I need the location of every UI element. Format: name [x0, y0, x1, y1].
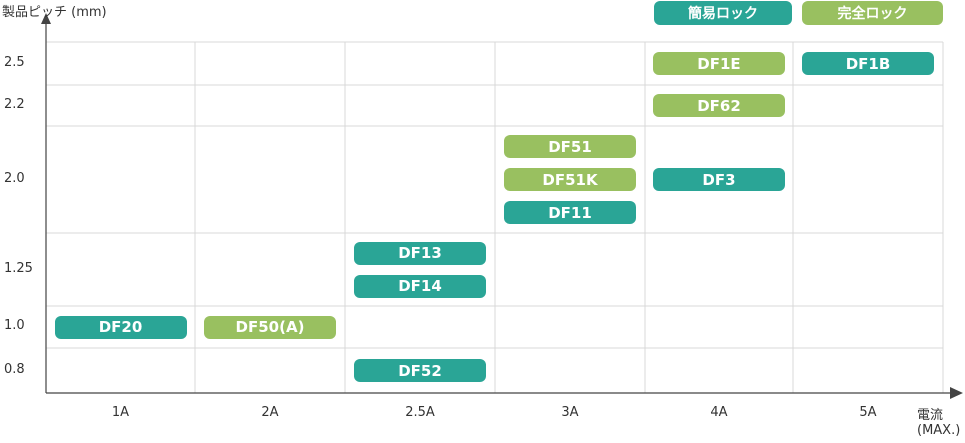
x-tick-label: 3A	[561, 405, 579, 420]
y-tick-label: 1.0	[4, 318, 25, 333]
product-pill: DF20	[54, 315, 187, 339]
x-tick-label: 5A	[859, 405, 877, 420]
y-axis-title: 製品ピッチ (mm)	[2, 5, 107, 20]
product-pill: DF50(A)	[204, 315, 336, 339]
y-tick-label: 2.0	[4, 170, 25, 186]
y-axis-arrow-icon	[41, 13, 51, 24]
product-pill: DF62	[653, 94, 785, 117]
x-axis-title: 電流	[917, 408, 944, 423]
x-axis-unit: (MAX.)	[917, 423, 961, 438]
product-pill: DF11	[504, 201, 636, 224]
x-tick-label: 1A	[111, 405, 130, 420]
x-tick-label: 2.5A	[405, 405, 435, 420]
product-pill: DF51	[504, 135, 636, 158]
product-pill: DF51K	[504, 168, 636, 191]
product-pill: DF1E	[653, 52, 785, 75]
x-tick-label: 2A	[261, 405, 279, 420]
y-tick-label: 0.8	[4, 361, 25, 377]
legend-item: 完全ロック	[802, 1, 943, 25]
product-pill: DF1B	[802, 52, 934, 75]
product-pill: DF3	[653, 168, 785, 191]
y-tick-label: 1.25	[4, 260, 33, 276]
legend-item: 簡易ロック	[654, 1, 792, 25]
product-pill: DF13	[354, 241, 486, 265]
product-pill: DF14	[354, 274, 486, 298]
x-tick-label: 4A	[710, 405, 728, 420]
x-axis-arrow-icon	[950, 387, 963, 399]
y-tick-label: 2.5	[4, 54, 25, 70]
y-tick-label: 2.2	[4, 96, 25, 112]
product-pill: DF52	[354, 359, 486, 382]
